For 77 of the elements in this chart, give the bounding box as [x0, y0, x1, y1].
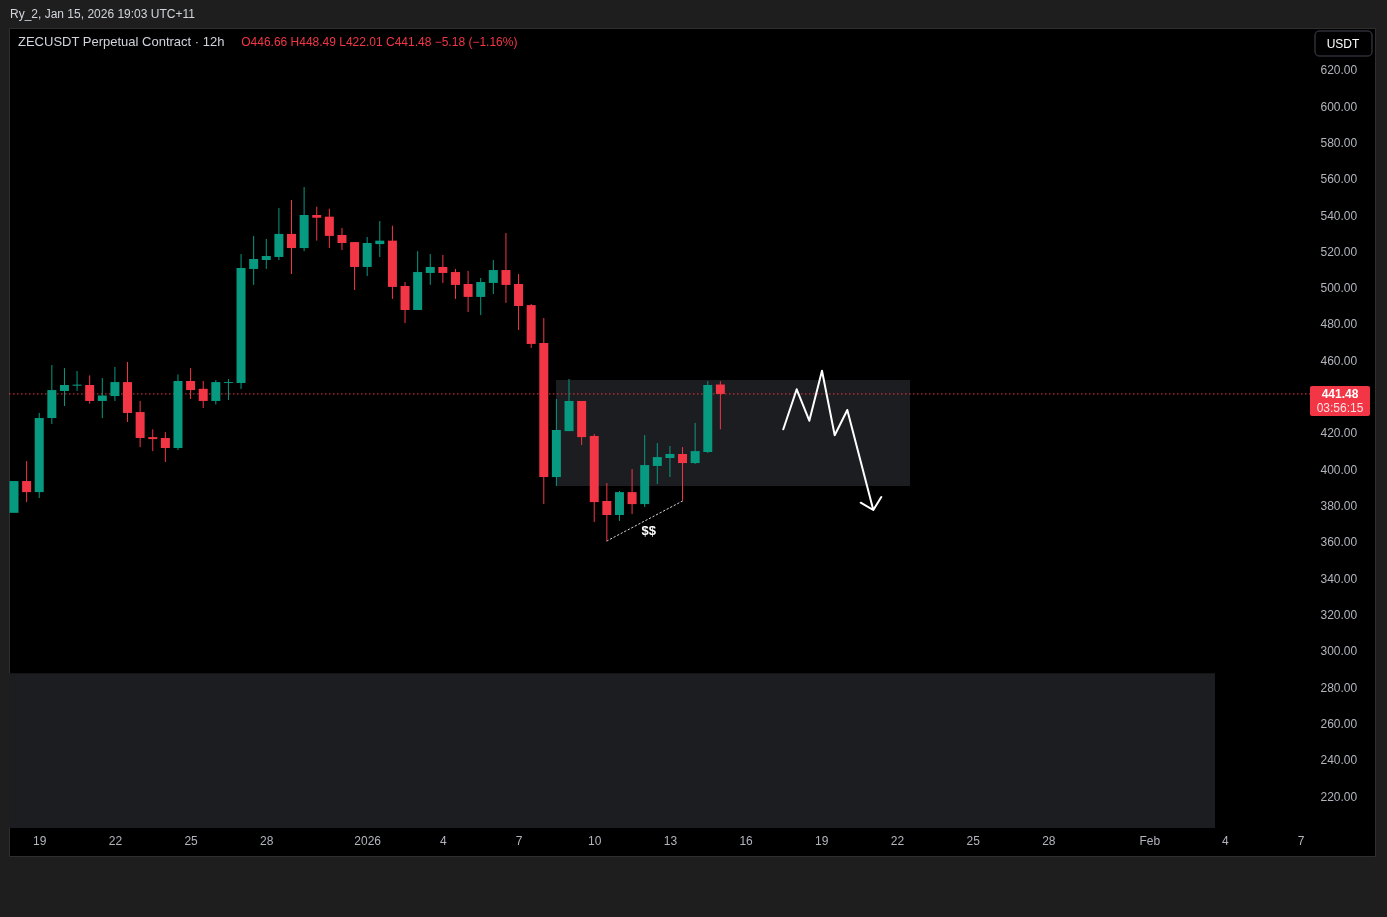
candlestick: [160, 431, 170, 463]
y-tick-label: 580.00: [1320, 135, 1358, 150]
x-tick-label: 25: [966, 833, 981, 848]
candlestick: [678, 446, 688, 502]
candlestick: [287, 199, 297, 275]
y-tick-label: 360.00: [1320, 535, 1358, 550]
x-tick-label: 28: [260, 833, 274, 848]
candlestick: [223, 378, 233, 401]
candlestick: [211, 379, 221, 405]
candlestick: [425, 253, 435, 286]
candlestick: [97, 377, 107, 419]
candlestick: [514, 273, 524, 331]
candlestick: [488, 259, 498, 295]
x-tick-label: 22: [890, 833, 905, 848]
y-tick-label: 420.00: [1320, 426, 1358, 441]
x-tick-label: 16: [739, 833, 754, 848]
candlestick: [261, 238, 271, 270]
candlestick: [690, 422, 700, 465]
y-tick-label: 520.00: [1320, 244, 1358, 259]
y-tick-label: 500.00: [1320, 281, 1358, 296]
x-tick-label: 10: [588, 833, 602, 848]
candlestick: [110, 366, 120, 402]
y-tick-label: 240.00: [1320, 753, 1358, 768]
candlestick: [59, 367, 69, 407]
y-tick-label: 220.00: [1320, 789, 1358, 804]
y-tick-label: 260.00: [1320, 716, 1358, 731]
x-tick-label: 4: [1222, 833, 1230, 848]
y-tick-label: 460.00: [1320, 353, 1358, 368]
candlestick: [72, 370, 82, 392]
annotation: 03:56:15: [1316, 400, 1364, 415]
chart-title: ZECUSDT Perpetual Contract · 12h: [18, 34, 225, 49]
candlestick: [614, 490, 624, 522]
x-tick-label: 19: [33, 833, 47, 848]
x-tick-label: 25: [184, 833, 199, 848]
candlestick: [652, 442, 662, 485]
candlestick: [274, 207, 284, 261]
candlestick: [312, 206, 322, 242]
y-tick-label: 280.00: [1320, 680, 1358, 695]
x-tick-label: 2026: [354, 833, 382, 848]
candlestick: [501, 232, 511, 304]
candlestick: [438, 254, 448, 284]
x-tick-label: 22: [108, 833, 123, 848]
y-tick-label: 340.00: [1320, 571, 1358, 586]
candlestick: [324, 208, 334, 249]
x-tick-label: 7: [515, 833, 523, 848]
candlestick: [463, 270, 473, 313]
y-tick-label: 320.00: [1320, 608, 1358, 622]
y-tick-label: 400.00: [1320, 462, 1358, 477]
y-axis-title: USDT: [1326, 36, 1360, 51]
candlestick: [665, 445, 675, 478]
x-tick-label: Feb: [1139, 833, 1161, 848]
candlestick: [450, 268, 460, 300]
text: O446.66 H448.49 L422.01 C441.48 −5.18 (−1.16%): [241, 35, 518, 49]
candlestick: [627, 468, 637, 515]
text: Ry_2, Jan 15, 2026 19:03 UTC+11: [10, 7, 196, 21]
y-tick-label: 480.00: [1320, 317, 1358, 332]
candlestick: [22, 460, 32, 503]
y-tick-label: 380.00: [1320, 499, 1358, 514]
x-tick-label: 13: [663, 833, 678, 848]
candlestick: [337, 227, 347, 251]
x-tick-label: 19: [815, 833, 829, 848]
candlestick: [148, 428, 158, 452]
candlestick: [362, 236, 372, 277]
y-tick-label: 560.00: [1320, 172, 1358, 187]
candlestick: [602, 482, 612, 542]
candlestick: [249, 235, 259, 286]
y-tick-label: 300.00: [1320, 644, 1358, 659]
x-tick-label: 7: [1297, 833, 1305, 848]
y-tick-label: 620.00: [1320, 63, 1358, 78]
x-tick-label: 4: [440, 833, 448, 848]
series-label: $$: [641, 522, 657, 538]
candlestick: [476, 277, 486, 316]
candlestick: [400, 281, 410, 324]
ref-line-label: 441.48: [1321, 386, 1359, 401]
x-tick-label: 28: [1042, 833, 1056, 848]
y-tick-label: 600.00: [1320, 99, 1358, 114]
y-tick-label: 540.00: [1320, 208, 1358, 223]
